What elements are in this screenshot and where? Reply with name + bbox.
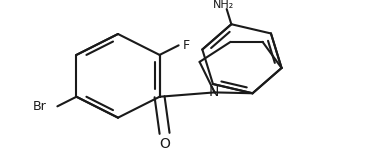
- Text: Br: Br: [33, 100, 46, 113]
- Text: F: F: [183, 39, 190, 52]
- Text: NH₂: NH₂: [213, 0, 234, 10]
- Text: O: O: [159, 137, 170, 150]
- Text: N: N: [208, 85, 219, 99]
